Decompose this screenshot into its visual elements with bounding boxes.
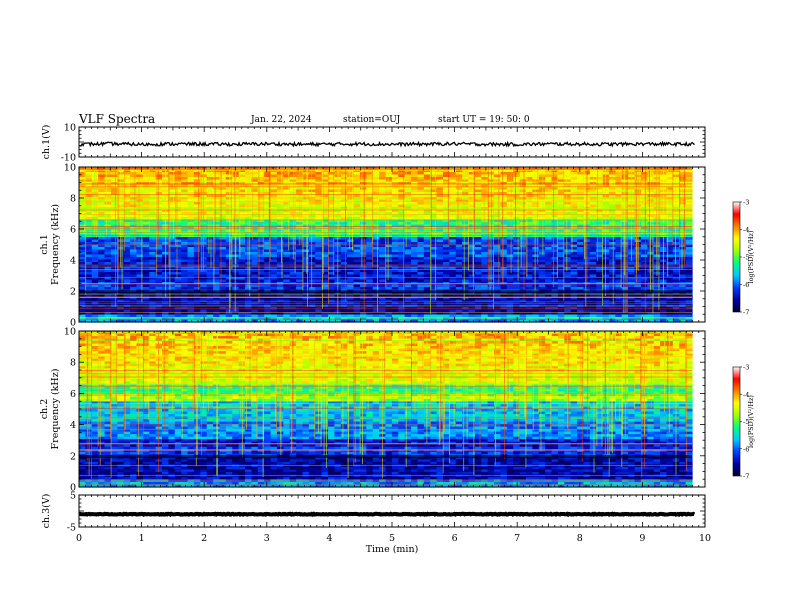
ch1-freq-tick-label: 4 — [70, 256, 76, 267]
x-tick-label: 4 — [326, 533, 332, 544]
colorbar-1-label: log(PSD)(V²/Hz) — [747, 230, 755, 283]
colorbar-1-tick-label: -6 — [743, 281, 749, 289]
colorbar-2-label: log(PSD)(V²/Hz) — [747, 395, 755, 448]
colorbar-1-tick-label: -5 — [743, 254, 749, 262]
colorbar-2-tick-label: -4 — [743, 391, 749, 399]
spectrogram-1-dark-band — [79, 290, 692, 294]
colorbar-1 — [732, 201, 741, 313]
colorbar-2-tick-label: -7 — [743, 473, 749, 481]
x-tick-label: 2 — [201, 533, 207, 544]
ch2-freq-tick-label: 8 — [70, 358, 76, 369]
header-title: VLF Spectra — [79, 112, 156, 126]
ch2-freq-tick-label: 2 — [70, 451, 76, 462]
ch2-freq-tick-label: 0 — [70, 483, 76, 494]
spectrogram-2-tones — [79, 331, 692, 488]
ch1-waveform-ticks — [78, 126, 706, 158]
ch3-y-axis-label: ch.3(V) — [41, 494, 52, 529]
x-tick-label: 10 — [699, 533, 711, 544]
colorbar-1-tick-label: -3 — [743, 199, 749, 207]
ch2-spectrogram-ticks — [78, 330, 706, 488]
header-station: station=OUJ — [343, 115, 401, 125]
colorbar-1-tick-label: -4 — [743, 226, 749, 234]
x-tick-label: 8 — [577, 533, 583, 544]
spectrogram-2-dark-band — [79, 455, 692, 459]
ch2-freq-tick-label: 4 — [70, 420, 76, 431]
ch3-y-tick-label: -5 — [67, 523, 76, 534]
spectrogram-2-cells — [79, 331, 693, 488]
ch2-freq-tick-label: 10 — [64, 327, 76, 338]
x-tick-label: 0 — [76, 533, 82, 544]
x-tick-label: 6 — [452, 533, 458, 544]
colorbar-2-tick-label: -5 — [743, 418, 749, 426]
ch1-freq-tick-label: 6 — [70, 225, 76, 236]
spectrogram-1-tones — [79, 168, 692, 319]
x-axis-label: Time (min) — [366, 544, 419, 555]
ch3-waveform-ticks — [78, 494, 706, 528]
colorbar-1-tick-label: -7 — [743, 309, 749, 317]
colorbar-2 — [732, 366, 741, 477]
ch1-y-tick-label: -10 — [61, 153, 76, 164]
x-tick-label: 9 — [639, 533, 645, 544]
ch1-freq-tick-label: 2 — [70, 287, 76, 298]
header-start-time: start UT = 19: 50: 0 — [438, 115, 530, 125]
ch3-waveform-line — [78, 511, 696, 518]
ch2-freq-tick-label: 6 — [70, 389, 76, 400]
ch1-freq-tick-label: 10 — [64, 163, 76, 174]
ch2-freq-axis-label: Frequency (kHz) — [50, 369, 61, 450]
x-tick-label: 5 — [389, 533, 395, 544]
colorbar-2-tick-label: -6 — [743, 445, 749, 453]
ch1-spectrogram-ticks — [78, 166, 706, 323]
ch1-waveform-line — [78, 140, 695, 148]
header-date: Jan. 22, 2024 — [251, 115, 312, 125]
ch1-freq-tick-label: 0 — [70, 318, 76, 329]
ch1-freq-axis-label: Frequency (kHz) — [50, 204, 61, 285]
ch1-freq-tick-label: 8 — [70, 194, 76, 205]
colorbar-2-tick-label: -3 — [743, 364, 749, 372]
ch3-y-tick-label: 5 — [70, 491, 76, 502]
ch1-y-axis-label: ch.1(V) — [41, 125, 52, 160]
x-tick-label: 7 — [514, 533, 520, 544]
ch1-panel-label: ch.1 — [39, 234, 50, 255]
x-tick-label: 3 — [264, 533, 270, 544]
x-tick-label: 1 — [139, 533, 145, 544]
ch1-y-tick-label: 10 — [64, 123, 76, 134]
ch2-panel-label: ch.2 — [39, 399, 50, 420]
